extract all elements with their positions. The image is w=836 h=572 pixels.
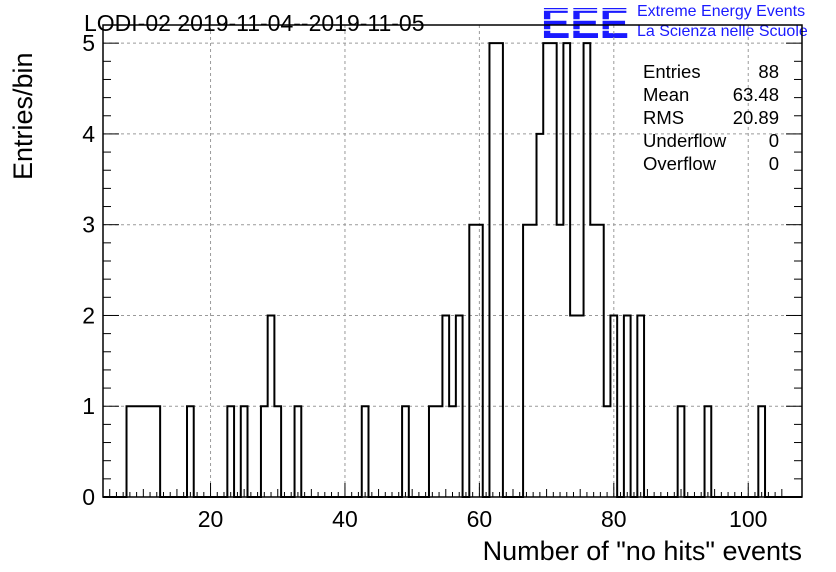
histogram-bin <box>489 43 496 497</box>
x-tick-label: 100 <box>729 506 767 532</box>
stats-label: Mean <box>643 84 690 105</box>
histogram-bin <box>469 225 476 497</box>
histogram-bin <box>530 225 537 497</box>
histogram-bin <box>147 406 154 497</box>
stats-value: 63.48 <box>732 84 779 105</box>
histogram-bin <box>758 406 765 497</box>
stats-label: RMS <box>643 107 685 128</box>
y-tick-label: 4 <box>82 121 95 147</box>
logo-line2: La Scienza nelle Scuole <box>637 23 808 40</box>
x-tick-label: 40 <box>332 506 358 532</box>
x-axis-label: Number of "no hits" events <box>482 536 802 566</box>
histogram-bin <box>496 43 503 497</box>
histogram-bin <box>705 406 712 497</box>
stats-box: Entries 88 Mean 63.48 RMS 20.89 Underflo… <box>643 60 779 175</box>
stats-value: 20.89 <box>732 107 779 128</box>
histogram-bin <box>140 406 147 497</box>
histogram-bin <box>241 406 248 497</box>
histogram-bin <box>362 406 369 497</box>
y-tick-label: 3 <box>82 212 95 238</box>
histogram-bin <box>274 406 281 497</box>
histogram-bin <box>550 43 557 497</box>
histogram-bin <box>127 406 134 497</box>
plot-frame <box>102 24 803 498</box>
histogram-bin <box>563 43 570 497</box>
x-tick-label: 20 <box>198 506 224 532</box>
histogram-bin <box>557 225 564 497</box>
stats-value: 88 <box>758 61 779 82</box>
histogram-bin <box>449 406 456 497</box>
histogram-bin <box>604 406 611 497</box>
histogram-bin <box>584 43 591 497</box>
y-tick-label: 0 <box>82 484 95 510</box>
histogram-bin <box>295 406 302 497</box>
histogram-bin <box>590 225 597 497</box>
histogram-bin <box>227 406 234 497</box>
x-tick-label: 80 <box>601 506 627 532</box>
histogram-bin <box>543 43 550 497</box>
histogram-bin <box>402 406 409 497</box>
tick-labels: 20 40 60 80 100 0 1 2 3 4 5 <box>82 30 767 532</box>
y-tick-label: 5 <box>82 30 95 56</box>
stats-label: Entries <box>643 61 701 82</box>
logo-line1: Extreme Energy Events <box>637 3 806 20</box>
histogram-bin <box>597 225 604 497</box>
histogram-bin <box>523 225 530 497</box>
logo-letters: EEE <box>541 0 629 44</box>
y-tick-label: 1 <box>82 393 95 419</box>
histogram-bin <box>436 406 443 497</box>
histogram-bin <box>187 406 194 497</box>
stats-row-entries: Entries 88 <box>643 60 779 83</box>
stats-row-underflow: Underflow 0 <box>643 129 779 152</box>
histogram-bin <box>678 406 685 497</box>
grid-lines <box>103 25 802 497</box>
stats-row-overflow: Overflow 0 <box>643 152 779 175</box>
histogram-bin <box>153 406 160 497</box>
stats-value: 0 <box>768 130 779 151</box>
logo-text: Extreme Energy Events La Scienza nelle S… <box>637 2 808 42</box>
histogram-bin <box>429 406 436 497</box>
chart-title: LODI-02 2019-11-04--2019-11-05 <box>84 10 425 36</box>
x-tick-label: 60 <box>467 506 493 532</box>
stats-label: Underflow <box>643 130 727 151</box>
stats-row-mean: Mean 63.48 <box>643 83 779 106</box>
y-tick-label: 2 <box>82 302 95 328</box>
histogram-bin <box>261 406 268 497</box>
stats-value: 0 <box>768 153 779 174</box>
stats-label: Overflow <box>643 153 716 174</box>
histogram-bin <box>133 406 140 497</box>
eee-logo: EEE <box>541 0 629 44</box>
stats-row-rms: RMS 20.89 <box>643 106 779 129</box>
